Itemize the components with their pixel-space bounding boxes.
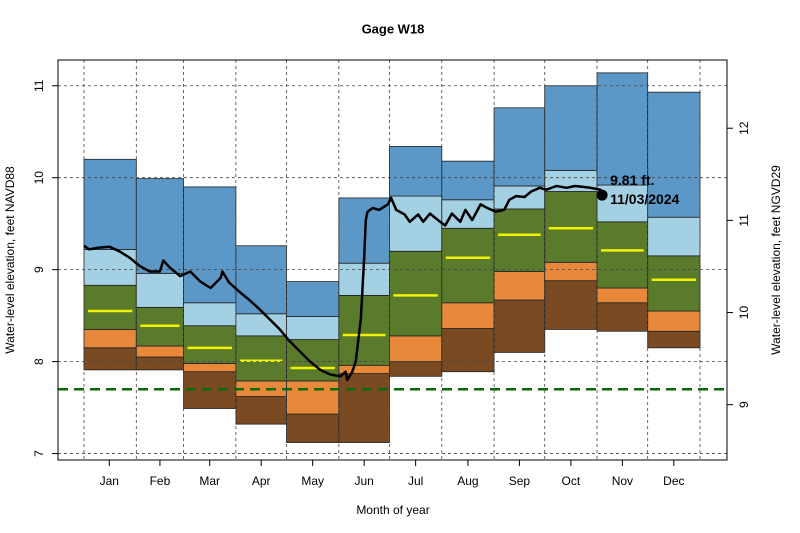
percentile-band — [183, 325, 237, 364]
percentile-band — [83, 347, 137, 371]
percentile-band — [441, 160, 495, 201]
y2-tick-label: 10 — [737, 306, 751, 320]
percentile-band — [135, 178, 184, 274]
percentile-band — [183, 302, 237, 327]
y-tick-label: 8 — [32, 358, 46, 365]
y2-tick-label: 11 — [737, 214, 751, 227]
percentile-band — [596, 221, 649, 289]
x-tick-label: Feb — [150, 474, 171, 488]
x-tick-label: Jan — [100, 474, 119, 488]
x-tick-label: Jun — [354, 474, 373, 488]
percentile-band — [596, 302, 649, 332]
percentile-band — [286, 281, 340, 317]
percentile-band — [235, 313, 287, 337]
y-tick-label: 10 — [32, 171, 46, 185]
percentile-band — [135, 356, 184, 371]
percentile-band — [647, 310, 701, 332]
x-tick-label: Mar — [199, 474, 220, 488]
percentile-band — [441, 302, 495, 329]
percentile-band — [596, 72, 649, 186]
percentile-band — [389, 146, 443, 197]
percentile-band — [286, 380, 340, 415]
percentile-band — [389, 361, 443, 377]
percentile-band — [544, 261, 598, 282]
percentile-band — [183, 363, 237, 373]
percentile-band — [493, 271, 546, 301]
percentile-band — [647, 91, 701, 218]
percentile-band — [286, 413, 340, 443]
percentile-band — [338, 295, 390, 366]
current-value-label: 9.81 ft. — [610, 172, 654, 188]
x-tick-label: Nov — [612, 474, 633, 488]
y2-tick-label: 9 — [737, 401, 751, 408]
percentile-band — [544, 85, 598, 171]
percentile-band — [83, 249, 137, 286]
percentile-band — [235, 396, 287, 425]
y-tick-label: 11 — [32, 79, 46, 92]
y-axis-label: Water-level elevation, feet NAVD88 — [3, 166, 17, 354]
percentile-band — [647, 255, 701, 312]
percentile-band — [647, 330, 701, 349]
y2-tick-label: 12 — [737, 121, 751, 135]
current-point — [596, 189, 608, 201]
percentile-band — [235, 245, 287, 315]
percentile-band — [389, 195, 443, 252]
water-level-line — [83, 184, 604, 382]
y-tick-label: 7 — [32, 450, 46, 457]
percentile-band — [135, 345, 184, 358]
percentile-band — [135, 272, 184, 308]
percentile-band — [647, 216, 701, 257]
percentile-band — [544, 191, 598, 263]
percentile-band — [389, 335, 443, 363]
percentile-band — [596, 287, 649, 304]
percentile-band — [83, 158, 137, 250]
percentile-band — [338, 373, 390, 443]
percentile-band — [83, 284, 137, 330]
x-tick-label: Sep — [509, 474, 531, 488]
percentile-band — [441, 328, 495, 373]
percentile-band — [235, 335, 287, 382]
percentile-band — [183, 186, 237, 304]
chart-title: Gage W18 — [362, 21, 425, 36]
current-date-label: 11/03/2024 — [610, 191, 680, 207]
x-tick-label: Apr — [252, 474, 271, 488]
y2-axis-label: Water-level elevation, feet NGVD29 — [769, 165, 783, 355]
x-tick-label: May — [301, 474, 324, 488]
plot-frame — [57, 59, 728, 461]
x-tick-label: Jul — [408, 474, 423, 488]
x-tick-label: Aug — [457, 474, 478, 488]
percentile-band — [441, 227, 495, 304]
percentile-band — [493, 107, 546, 187]
percentile-band — [493, 299, 546, 353]
percentile-band — [286, 316, 340, 340]
x-axis-label: Month of year — [356, 503, 429, 517]
percentile-band — [83, 329, 137, 349]
x-tick-label: Oct — [562, 474, 581, 488]
percentile-band — [493, 208, 546, 272]
y-tick-label: 9 — [32, 266, 46, 273]
x-tick-label: Dec — [663, 474, 684, 488]
percentile-band — [544, 280, 598, 330]
percentile-band — [389, 250, 443, 337]
